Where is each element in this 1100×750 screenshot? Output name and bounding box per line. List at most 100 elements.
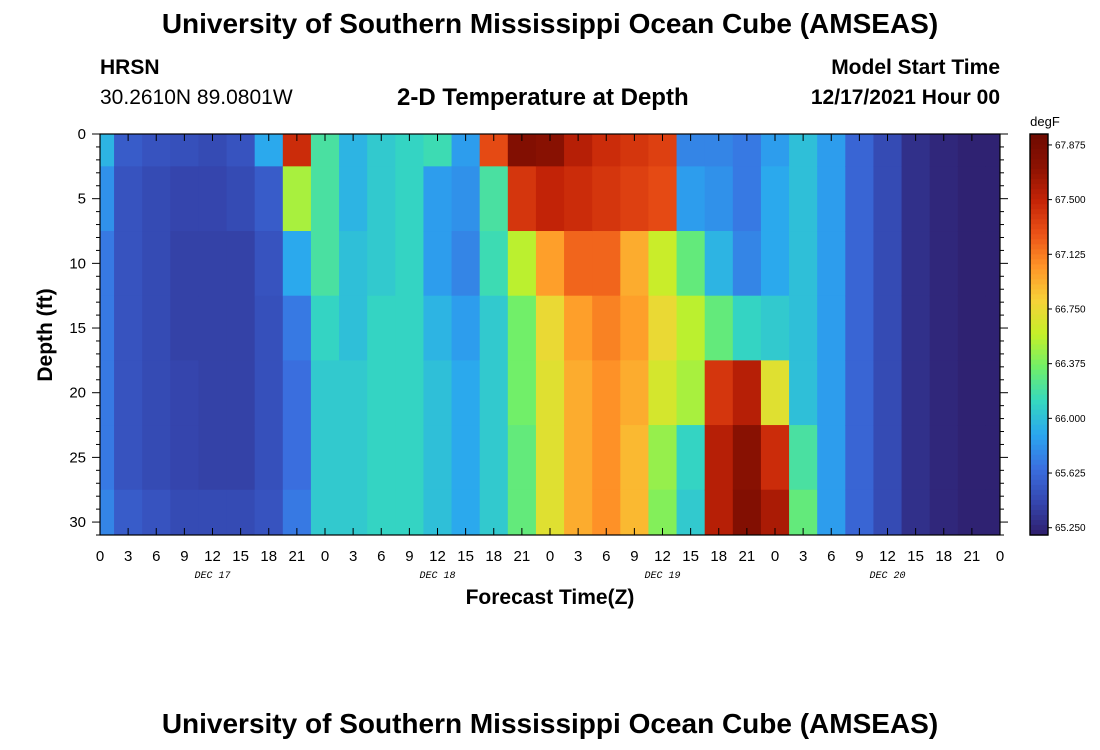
heatmap-cell <box>620 425 650 491</box>
heatmap-cell <box>254 360 284 426</box>
colorbar-segment <box>1030 204 1048 210</box>
colorbar-segment <box>1030 529 1048 536</box>
heatmap-cell <box>100 489 115 535</box>
heatmap-cell <box>367 166 396 232</box>
x-tick-label: 0 <box>96 548 104 565</box>
heatmap-cell <box>395 360 425 426</box>
heatmap-cell <box>479 360 509 426</box>
x-tick-label: 0 <box>771 548 779 565</box>
y-tick-label: 0 <box>78 126 86 143</box>
heatmap-cell <box>817 231 846 297</box>
colorbar-segment <box>1030 394 1048 401</box>
heatmap-cell <box>114 360 143 426</box>
heatmap-cell <box>704 295 734 361</box>
heatmap-cell <box>198 360 228 426</box>
heatmap-cell <box>423 425 453 491</box>
heatmap-cell <box>535 425 565 491</box>
x-tick-label: 12 <box>204 548 221 565</box>
colorbar-segment <box>1030 459 1048 466</box>
heatmap-cell <box>198 295 228 361</box>
x-tick-label: 12 <box>879 548 896 565</box>
heatmap-cell <box>620 166 650 232</box>
heatmap-cell <box>592 489 621 535</box>
heatmap-cell <box>592 166 621 232</box>
heatmap-cell <box>423 360 453 426</box>
colorbar-segment <box>1030 174 1048 180</box>
heatmap-cell <box>957 166 987 232</box>
heatmap-cell <box>929 231 959 297</box>
heatmap-cell <box>789 166 818 232</box>
heatmap-cell <box>845 489 875 535</box>
date-labels: DEC 17 DEC 18 DEC 19 DEC 20 <box>194 571 905 582</box>
heatmap-cell <box>648 295 678 361</box>
colorbar-segment <box>1030 454 1048 461</box>
heatmap-cell <box>282 231 312 297</box>
heatmap-cell <box>310 231 340 297</box>
heatmap-cell <box>957 360 987 426</box>
x-tick-label: 18 <box>260 548 277 565</box>
x-tick-label: 12 <box>654 548 671 565</box>
heatmap-cell <box>367 295 396 361</box>
heatmap-cell <box>564 295 593 361</box>
heatmap-cell <box>339 295 368 361</box>
heatmap-cell <box>592 425 621 491</box>
heatmap-cell <box>507 166 537 232</box>
colorbar-segment <box>1030 289 1048 295</box>
heatmap-cell <box>339 425 368 491</box>
heatmap-cell <box>367 489 396 535</box>
y-tick-label: 25 <box>69 449 86 466</box>
x-tick-label: 15 <box>682 548 699 565</box>
colorbar-segment <box>1030 309 1048 316</box>
heatmap-cell <box>929 166 959 232</box>
heatmap-cell <box>254 231 284 297</box>
heatmap-cell <box>507 231 537 297</box>
x-tick-label: 0 <box>546 548 554 565</box>
heatmap-cell <box>648 425 678 491</box>
heatmap-cell <box>901 489 931 535</box>
y-tick-label: 30 <box>69 514 86 531</box>
heatmap-cell <box>198 425 228 491</box>
heatmap-cell <box>451 425 481 491</box>
colorbar-segment <box>1030 374 1048 381</box>
heatmap-cell <box>226 489 256 535</box>
x-tick-label: 9 <box>405 548 413 565</box>
x-tick-label: 21 <box>964 548 981 565</box>
heatmap-cell <box>479 231 509 297</box>
colorbar-units: degF <box>1030 114 1060 129</box>
heatmap-cell <box>451 489 481 535</box>
colorbar-segment <box>1030 234 1048 240</box>
heatmap-cell <box>732 231 762 297</box>
colorbar-segment <box>1030 474 1048 481</box>
colorbar-segment <box>1030 484 1048 491</box>
heatmap-cell <box>957 231 987 297</box>
colorbar-segment <box>1030 524 1048 531</box>
colorbar-segment <box>1030 334 1048 341</box>
colorbar-segment <box>1030 519 1048 526</box>
heatmap-cell <box>985 166 1000 232</box>
x-tick-label: 0 <box>321 548 329 565</box>
heatmap-cell <box>170 425 200 491</box>
x-tick-label: 12 <box>429 548 446 565</box>
heatmap-cell <box>704 425 734 491</box>
colorbar-segment <box>1030 149 1048 155</box>
heatmap-cell <box>367 231 396 297</box>
colorbar-tick-label: 67.875 <box>1055 140 1086 151</box>
colorbar-segment <box>1030 504 1048 511</box>
colorbar-segment <box>1030 409 1048 416</box>
heatmap-cell <box>732 360 762 426</box>
heatmap-cell <box>873 166 903 232</box>
colorbar-segment <box>1030 439 1048 446</box>
heatmap-cell <box>254 425 284 491</box>
colorbar-segment <box>1030 339 1048 346</box>
colorbar-segment <box>1030 434 1048 441</box>
heatmap-cell <box>873 489 903 535</box>
heatmap-cell <box>620 231 650 297</box>
heatmap-cell <box>142 231 171 297</box>
colorbar-tick-label: 66.750 <box>1055 304 1086 315</box>
colorbar-segment <box>1030 144 1048 150</box>
heatmap-cell <box>985 360 1000 426</box>
colorbar-segment <box>1030 294 1048 301</box>
heatmap-cell <box>451 295 481 361</box>
heatmap-cell <box>760 295 790 361</box>
colorbar-segment <box>1030 344 1048 351</box>
